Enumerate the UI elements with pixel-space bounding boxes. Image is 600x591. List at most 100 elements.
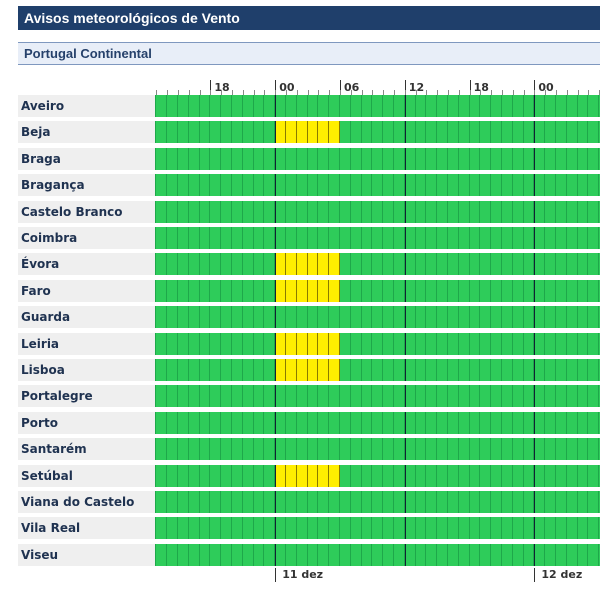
district-row[interactable]: Braga (18, 147, 600, 170)
green-cell (480, 332, 492, 355)
warning-bar[interactable] (155, 464, 600, 487)
yellow-warning-cell (286, 121, 297, 144)
green-cell (534, 543, 546, 566)
hour-tick (469, 90, 471, 95)
green-cell (232, 121, 243, 144)
district-row[interactable]: Aveiro (18, 95, 600, 117)
warning-bar[interactable] (155, 253, 600, 276)
district-row[interactable]: Porto (18, 411, 600, 434)
warning-bar[interactable] (155, 438, 600, 461)
warning-bar[interactable] (155, 174, 600, 197)
green-cell (156, 306, 168, 329)
green-cell (426, 464, 438, 487)
warning-bar[interactable] (155, 306, 600, 329)
warning-bar[interactable] (155, 491, 600, 513)
green-cell (534, 332, 546, 355)
green-cell (189, 438, 200, 461)
green-cell (340, 121, 351, 144)
green-cell (491, 332, 502, 355)
green-cell (480, 491, 492, 513)
warning-bar[interactable] (155, 95, 600, 117)
green-cell (189, 227, 200, 249)
green-cell (437, 200, 448, 223)
green-cell (588, 411, 600, 434)
district-row[interactable]: Lisboa (18, 359, 600, 381)
district-label: Bragança (18, 174, 155, 197)
green-cell (189, 491, 200, 513)
day-divider (275, 279, 277, 302)
green-cell (254, 147, 265, 170)
warning-bar[interactable] (155, 517, 600, 540)
green-cell (416, 385, 427, 408)
district-row[interactable]: Viana do Castelo (18, 491, 600, 513)
warning-bar[interactable] (155, 227, 600, 249)
district-row[interactable]: Santarém (18, 438, 600, 461)
green-cell (578, 438, 589, 461)
day-divider (404, 438, 406, 461)
green-cell (578, 385, 589, 408)
warning-bar[interactable] (155, 121, 600, 144)
district-row[interactable]: Portalegre (18, 385, 600, 408)
district-row[interactable]: Coimbra (18, 227, 600, 249)
district-row[interactable]: Vila Real (18, 517, 600, 540)
warning-bar[interactable] (155, 332, 600, 355)
green-cell (178, 95, 189, 117)
green-cell (340, 147, 351, 170)
district-row[interactable]: Setúbal (18, 464, 600, 487)
green-cell (405, 543, 416, 566)
district-row[interactable]: Faro (18, 279, 600, 302)
green-cell (448, 464, 459, 487)
district-row[interactable]: Bragança (18, 174, 600, 197)
warning-bar[interactable] (155, 279, 600, 302)
green-cell (155, 306, 157, 329)
green-cell (513, 438, 524, 461)
green-cell (524, 279, 535, 302)
green-cell (351, 332, 362, 355)
green-cell (362, 227, 373, 249)
green-cell (513, 491, 524, 513)
green-cell (383, 359, 394, 381)
yellow-warning-cell (329, 253, 340, 276)
green-cell (189, 95, 200, 117)
district-row[interactable]: Viseu (18, 543, 600, 566)
green-cell (318, 411, 330, 434)
warning-bar[interactable] (155, 200, 600, 223)
district-row[interactable]: Castelo Branco (18, 200, 600, 223)
green-cell (459, 174, 470, 197)
warning-bar[interactable] (155, 385, 600, 408)
day-label: 12 dez (534, 568, 582, 582)
green-cell (254, 491, 265, 513)
green-cell (588, 147, 600, 170)
warning-bar[interactable] (155, 147, 600, 170)
district-row[interactable]: Beja (18, 121, 600, 144)
green-cell (480, 279, 492, 302)
green-cell (308, 306, 319, 329)
green-cell (243, 174, 254, 197)
green-cell (534, 306, 546, 329)
green-cell (167, 200, 178, 223)
green-cell (405, 121, 416, 144)
green-cell (200, 332, 211, 355)
green-cell (524, 147, 535, 170)
green-cell (448, 95, 459, 117)
green-cell (200, 491, 211, 513)
district-row[interactable]: Leiria (18, 332, 600, 355)
yellow-warning-cell (286, 279, 297, 302)
day-divider (534, 517, 536, 540)
yellow-warning-cell (275, 279, 286, 302)
green-cell (556, 438, 567, 461)
green-cell (416, 200, 427, 223)
district-row[interactable]: Évora (18, 253, 600, 276)
green-cell (502, 491, 513, 513)
green-cell (232, 200, 243, 223)
warning-bar[interactable] (155, 411, 600, 434)
green-cell (448, 279, 459, 302)
yellow-warning-cell (275, 332, 286, 355)
warning-bar[interactable] (155, 359, 600, 381)
green-cell (416, 411, 427, 434)
green-cell (340, 543, 351, 566)
warning-bar[interactable] (155, 543, 600, 566)
green-cell (286, 227, 297, 249)
green-cell (383, 147, 394, 170)
district-row[interactable]: Guarda (18, 306, 600, 329)
